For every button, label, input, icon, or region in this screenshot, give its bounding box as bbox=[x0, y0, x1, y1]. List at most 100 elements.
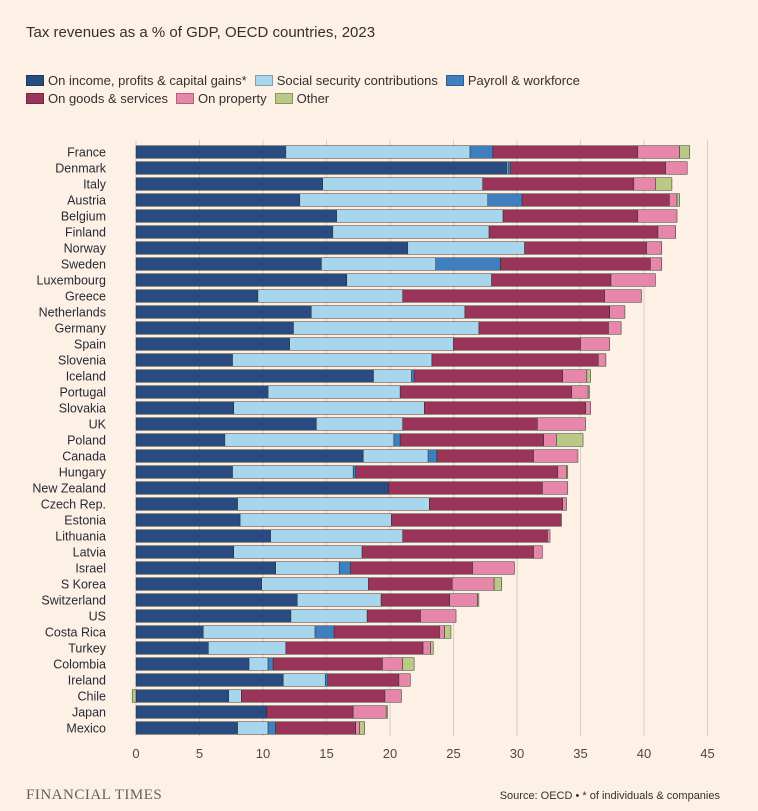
bar-segment bbox=[402, 657, 415, 671]
category-label: Italy bbox=[83, 178, 107, 192]
bar-segment bbox=[449, 593, 478, 607]
bar-segment bbox=[542, 481, 569, 495]
bar-segment bbox=[314, 625, 335, 639]
bar-segment bbox=[333, 625, 440, 639]
category-label: Germany bbox=[55, 322, 107, 336]
bar-segment bbox=[135, 529, 271, 543]
bar-segment bbox=[135, 289, 259, 303]
bar-segment bbox=[566, 465, 569, 479]
bar-segment bbox=[521, 193, 670, 207]
category-label: Sweden bbox=[61, 258, 106, 272]
bar-segment bbox=[135, 321, 294, 335]
bar-segment bbox=[637, 209, 678, 223]
bar-segment bbox=[391, 513, 562, 527]
legend-label-other: Other bbox=[296, 91, 330, 106]
bar-segment bbox=[299, 193, 489, 207]
bar-segment bbox=[135, 689, 229, 703]
category-label: Canada bbox=[62, 450, 106, 464]
bar-segment bbox=[135, 145, 287, 159]
category-label: Belgium bbox=[61, 210, 106, 224]
bar-segment bbox=[399, 385, 572, 399]
bar-segment bbox=[239, 513, 392, 527]
bar-segment bbox=[135, 353, 233, 367]
legend-item-goods-services: On goods & services bbox=[26, 91, 168, 106]
bar-segment bbox=[270, 529, 403, 543]
category-label: Spain bbox=[74, 338, 106, 352]
bar-segment bbox=[407, 241, 525, 255]
legend-row-2: On goods & services On property Other bbox=[26, 91, 337, 106]
bar-segment bbox=[135, 609, 292, 623]
bar-segment bbox=[135, 577, 262, 591]
bar-segment bbox=[267, 385, 401, 399]
bar-segment bbox=[399, 433, 544, 447]
bar-segment bbox=[248, 657, 269, 671]
bar-segment bbox=[135, 385, 269, 399]
bar-segment bbox=[135, 241, 409, 255]
category-label: Turkey bbox=[68, 642, 106, 656]
category-label: Lithuania bbox=[55, 530, 106, 544]
bar-segment bbox=[324, 673, 329, 687]
bar-segment bbox=[492, 145, 638, 159]
bar-segment bbox=[275, 721, 356, 735]
bar-segment bbox=[293, 321, 480, 335]
bar-segment bbox=[135, 465, 233, 479]
bar-segment bbox=[336, 209, 504, 223]
bar-segment bbox=[585, 401, 591, 415]
bar-segment bbox=[610, 273, 656, 287]
bar-segment bbox=[135, 721, 238, 735]
bar-segment bbox=[580, 337, 610, 351]
bar-segment bbox=[368, 577, 453, 591]
x-tick-label: 25 bbox=[446, 746, 460, 761]
category-label: Slovenia bbox=[58, 354, 106, 368]
bar-segment bbox=[453, 337, 581, 351]
x-tick-label: 40 bbox=[637, 746, 651, 761]
legend-swatch-payroll bbox=[445, 75, 464, 86]
bar-segment bbox=[646, 241, 663, 255]
bar-segment bbox=[135, 673, 284, 687]
bar-segment bbox=[543, 433, 557, 447]
bar-segment bbox=[135, 449, 364, 463]
bar-segment bbox=[451, 577, 495, 591]
category-label: Ireland bbox=[68, 674, 106, 688]
bar-segment bbox=[135, 225, 334, 239]
legend-label-income: On income, profits & capital gains* bbox=[48, 73, 247, 88]
bar-segment bbox=[380, 593, 450, 607]
bar-segment bbox=[322, 177, 483, 191]
bar-segment bbox=[604, 289, 642, 303]
legend-swatch-other bbox=[274, 93, 293, 104]
bar-segment bbox=[431, 353, 599, 367]
category-label: Austria bbox=[67, 194, 106, 208]
bar-segment bbox=[402, 417, 538, 431]
bar-segment bbox=[669, 193, 678, 207]
category-label: Switzerland bbox=[41, 594, 106, 608]
legend-label-payroll: Payroll & workforce bbox=[467, 73, 580, 88]
bar-segment bbox=[657, 225, 676, 239]
legend-swatch-goods-services bbox=[26, 93, 44, 104]
bar-segment bbox=[655, 177, 673, 191]
category-label: Greece bbox=[65, 290, 106, 304]
bar-segment bbox=[487, 193, 523, 207]
bar-segment bbox=[352, 465, 356, 479]
x-tick-label: 45 bbox=[700, 746, 714, 761]
bar-segment bbox=[676, 193, 680, 207]
bar-segment bbox=[135, 193, 301, 207]
bar-segment bbox=[135, 209, 337, 223]
bar-segment bbox=[388, 481, 543, 495]
bar-segment bbox=[261, 577, 369, 591]
bar-segment bbox=[135, 625, 204, 639]
bar-segment bbox=[478, 321, 609, 335]
category-label: Hungary bbox=[59, 466, 107, 480]
x-tick-label: 5 bbox=[196, 746, 203, 761]
bar-segment bbox=[524, 241, 647, 255]
bar-segment bbox=[135, 433, 226, 447]
bar-segment bbox=[346, 273, 492, 287]
bar-segment bbox=[366, 609, 421, 623]
bar-segment bbox=[665, 161, 688, 175]
bar-segment bbox=[350, 561, 473, 575]
category-label: Slovakia bbox=[59, 402, 106, 416]
category-label: Japan bbox=[72, 706, 106, 720]
bar-segment bbox=[267, 657, 274, 671]
bar-segment bbox=[272, 657, 383, 671]
bar-segment bbox=[609, 305, 626, 319]
category-label: Estonia bbox=[64, 514, 106, 528]
